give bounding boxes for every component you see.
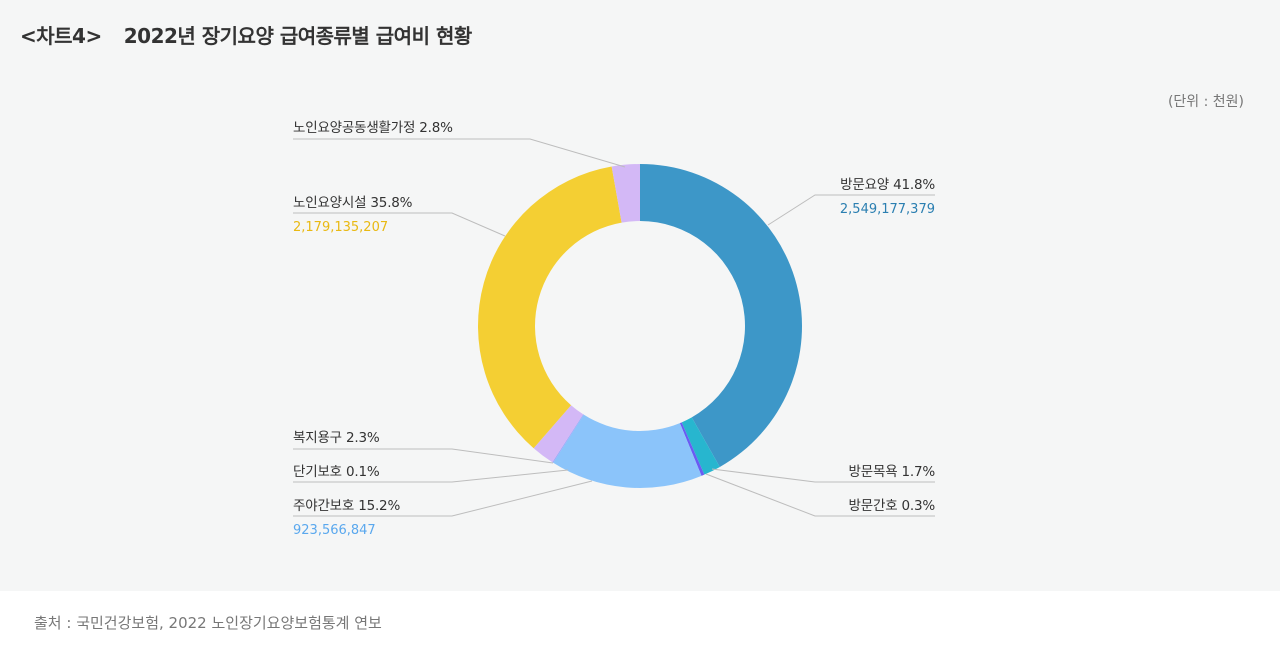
label-welfare-equipment: 복지용구 2.3% [293,430,380,446]
source-note: 출처 : 국민건강보험, 2022 노인장기요양보험통계 연보 [34,614,382,632]
leader-line-day-night [293,480,593,517]
label-facility: 노인요양시설 35.8% [293,195,413,211]
leader-line-short-term [293,469,569,483]
label-day-night: 주야간보호 15.2% [293,498,401,514]
donut-chart [293,138,935,517]
unit-label: (단위 : 천원) [1167,94,1244,110]
label-short-term: 단기보호 0.1% [293,464,380,480]
label-group-home: 노인요양공동생활가정 2.8% [293,120,453,136]
donut-slices [478,164,802,489]
donut-slice [679,422,705,476]
chart-title: <차트4> 2022년 장기요양 급여종류별 급여비 현황 [20,20,472,49]
donut-slice [478,166,622,449]
value-day-night: 923,566,847 [293,523,376,538]
donut-slice [533,405,584,463]
value-facility: 2,179,135,207 [293,220,389,235]
donut-slice [611,164,640,223]
leader-line-visit-nursing [705,473,935,517]
donut-slice [640,164,802,467]
leader-line-group-home [293,138,626,168]
leader-line-visit-bath [711,468,935,483]
chart-area [0,0,1280,591]
value-visit-care: 2,549,177,379 [839,202,935,217]
label-visit-care: 방문요양 41.8% [840,177,935,193]
chart-number-tag: <차트4> [20,24,102,48]
donut-slice [681,417,720,475]
leader-lines [293,138,935,517]
donut-slice [552,414,584,463]
leader-line-facility [293,212,506,237]
leader-line-welfare-equipment [293,448,554,464]
label-visit-bath: 방문목욕 1.7% [848,464,936,480]
leader-line-visit-care [767,194,935,226]
chart-title-text: 2022년 장기요양 급여종류별 급여비 현황 [123,24,473,48]
label-visit-nursing: 방문간호 0.3% [848,498,936,514]
donut-slice [553,414,702,489]
